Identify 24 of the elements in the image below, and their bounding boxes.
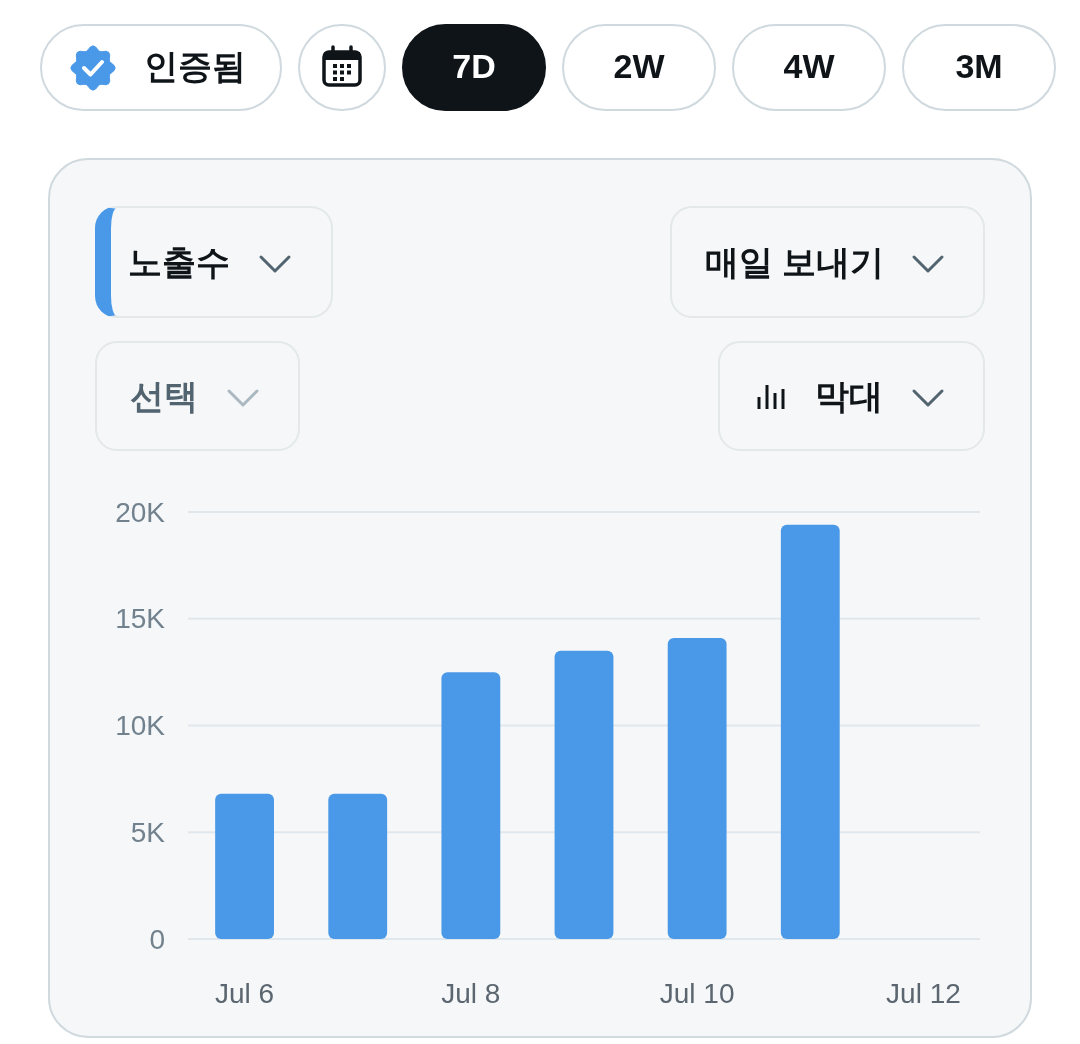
bar [215, 793, 274, 939]
x-tick-label: Jul 6 [214, 977, 275, 1009]
bar [328, 793, 388, 939]
y-tick-label: 0 [149, 923, 165, 955]
chart-title: 노출수 [128, 242, 230, 282]
text: 매일 보내기 [705, 242, 885, 282]
x-tick-label: Jul 10 [659, 977, 735, 1009]
text: 3M [955, 46, 1003, 86]
text: 인증됨 [144, 46, 246, 86]
y-tick-label: 10K [115, 710, 166, 741]
y-tick-label: 20K [115, 496, 166, 528]
bar [780, 524, 840, 939]
bar [554, 650, 614, 939]
bar [441, 672, 501, 939]
text: 7D [452, 46, 496, 86]
text: 4W [783, 46, 835, 86]
text: 2W [613, 46, 665, 86]
y-tick-label: 5K [130, 816, 166, 848]
y-tick-label: 15K [115, 603, 166, 635]
text: 막대 [815, 376, 883, 416]
x-tick-label: Jul 12 [886, 977, 961, 1009]
x-tick-label: Jul 8 [441, 977, 501, 1009]
bar [667, 637, 727, 939]
text: 선택 [130, 376, 198, 416]
